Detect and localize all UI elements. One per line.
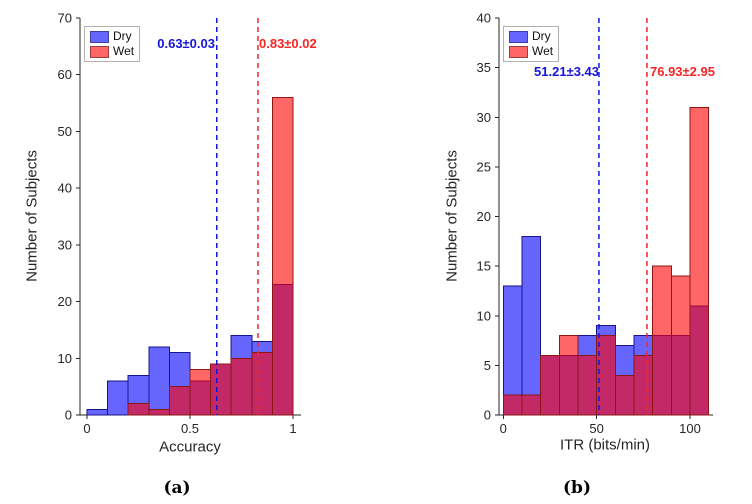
x-axis-label: Accuracy <box>159 438 221 456</box>
y-tick-label: 35 <box>477 60 491 75</box>
x-tick-label: 50 <box>589 421 603 436</box>
bar-wet-2 <box>540 354 560 416</box>
y-axis-label: Number of Subjects <box>23 150 41 282</box>
mean-annotation-dry: 51.21±3.43 <box>534 64 599 79</box>
bar-wet-6 <box>614 374 635 416</box>
bar-wet-3 <box>558 335 579 416</box>
legend: Dry Wet <box>84 26 141 62</box>
legend-label-wet: Wet <box>113 44 135 58</box>
y-tick-label: 60 <box>58 67 72 82</box>
mean-annotation-wet: 76.93±2.95 <box>650 64 715 79</box>
legend-swatch-wet <box>90 45 109 58</box>
mean-annotation-wet: 0.83±0.02 <box>259 36 317 51</box>
bar-wet-5 <box>189 369 212 416</box>
y-axis-label: Number of Subjects <box>443 150 461 282</box>
bar-wet-5 <box>596 335 616 416</box>
bar-wet-8 <box>652 265 672 416</box>
y-tick-label: 0 <box>65 408 72 423</box>
y-tick-label: 5 <box>484 358 491 373</box>
bar-dry-3 <box>148 346 170 416</box>
bar-wet-9 <box>271 96 294 416</box>
bar-wet-8 <box>251 352 273 416</box>
panel-b: 0 5 10 15 20 25 30 35 40 0 50 100 Number of Subject… <box>376 0 752 504</box>
bar-wet-2 <box>127 403 150 416</box>
y-tick-label: 20 <box>58 294 72 309</box>
legend-entry-wet: Wet <box>509 45 553 58</box>
y-tick-label: 0 <box>484 408 491 423</box>
bar-wet-4 <box>168 386 191 416</box>
x-axis-label: ITR (bits/min) <box>560 436 650 454</box>
legend-label-wet: Wet <box>532 44 554 58</box>
accuracy-histogram-canvas: 0 10 20 30 40 50 60 70 0 0.5 1 <box>58 11 301 436</box>
panel-caption-b: (b) <box>563 478 591 498</box>
x-tick-label: 0 <box>500 421 507 436</box>
y-tick-label: 20 <box>477 209 491 224</box>
y-tick-label: 10 <box>477 308 491 323</box>
y-tick-label: 30 <box>477 110 491 125</box>
legend-entry-dry: Dry <box>90 30 134 43</box>
panel-caption-a: (a) <box>163 478 191 498</box>
legend-swatch-wet <box>509 45 528 58</box>
y-tick-label: 40 <box>477 11 491 26</box>
bar-wet-7 <box>633 354 654 416</box>
y-tick-label: 30 <box>58 237 72 252</box>
y-tick-label: 15 <box>477 259 491 274</box>
y-tick-label: 50 <box>58 124 72 139</box>
legend-swatch-dry <box>509 30 528 43</box>
bar-wet-9 <box>670 275 691 416</box>
bar-dry-0 <box>86 408 109 416</box>
x-tick-label: 0 <box>83 421 90 436</box>
legend-entry-dry: Dry <box>509 30 553 43</box>
x-tick-label: 1 <box>289 421 296 436</box>
bar-dry-1 <box>521 235 542 416</box>
bar-wet-3 <box>148 408 170 416</box>
y-tick-label: 70 <box>58 11 72 26</box>
bar-wet-10 <box>689 106 710 416</box>
y-tick-label: 25 <box>477 159 491 174</box>
legend-label-dry: Dry <box>113 29 132 43</box>
x-tick-label: 0.5 <box>181 421 199 436</box>
x-tick-label: 100 <box>679 421 701 436</box>
panel-a: 0 10 20 30 40 50 60 70 0 0.5 1 Number of Subjects … <box>23 11 317 499</box>
itr-histogram-canvas: 0 5 10 15 20 25 30 35 40 0 50 100 <box>477 11 713 436</box>
bar-wet-0 <box>502 394 523 416</box>
bar-wet-6 <box>210 363 232 416</box>
bar-wet-7 <box>230 357 253 416</box>
y-tick-label: 10 <box>58 351 72 366</box>
mean-annotation-dry: 0.63±0.03 <box>157 36 215 51</box>
bar-wet-1 <box>521 394 542 416</box>
bar-wet-4 <box>577 354 598 416</box>
bar-dry-1 <box>107 380 129 416</box>
legend-swatch-dry <box>90 30 109 43</box>
legend: Dry Wet <box>503 26 560 62</box>
legend-label-dry: Dry <box>532 29 551 43</box>
y-tick-label: 40 <box>58 181 72 196</box>
legend-entry-wet: Wet <box>90 45 134 58</box>
